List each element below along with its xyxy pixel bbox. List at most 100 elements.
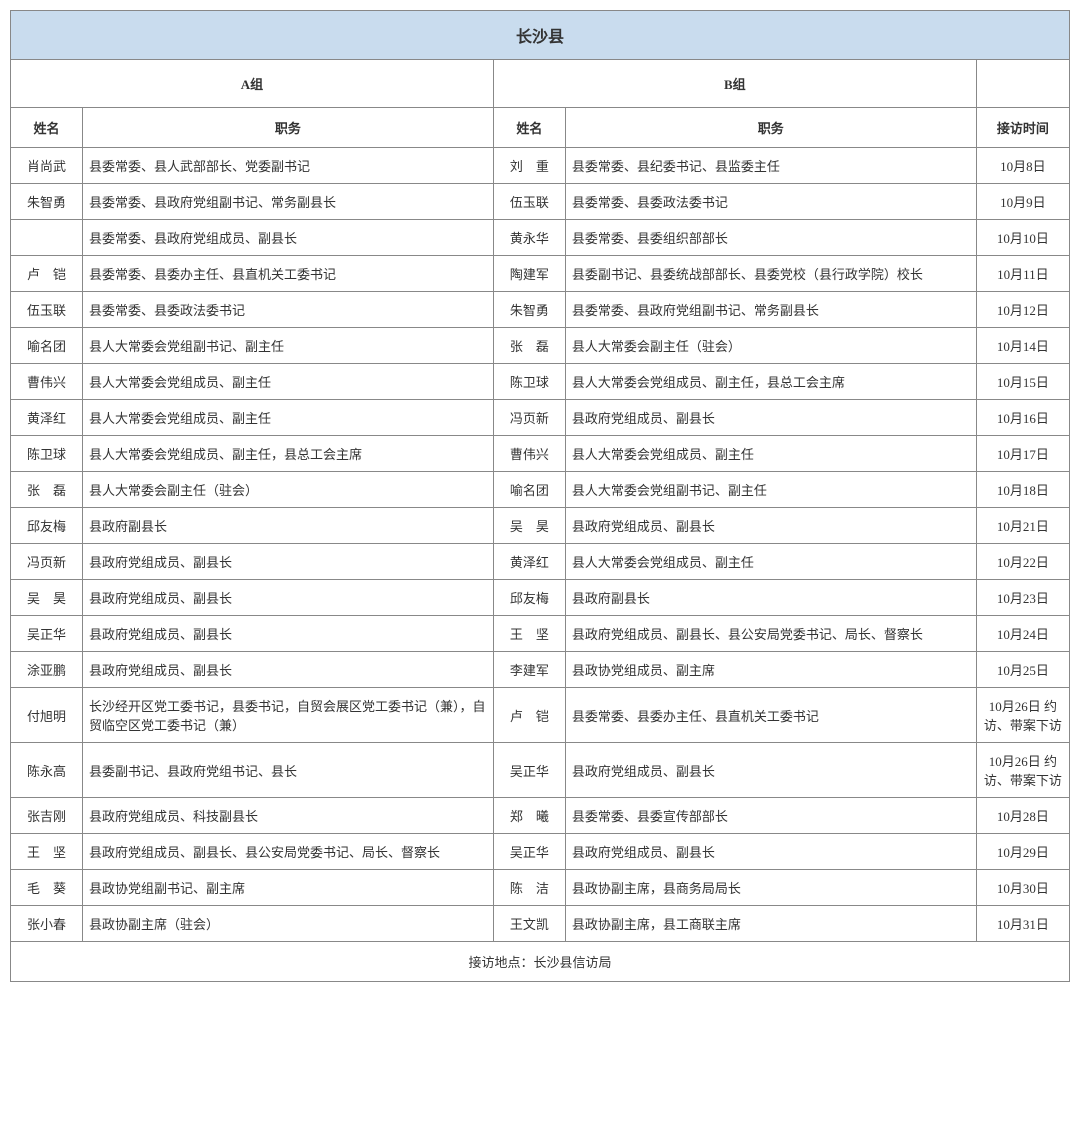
col-position-b: 职务 <box>565 108 976 148</box>
cell-position-a: 县政府党组成员、副县长 <box>83 652 494 688</box>
cell-position-a: 县人大常委会党组成员、副主任 <box>83 364 494 400</box>
footer-text: 接访地点：长沙县信访局 <box>11 942 1070 982</box>
cell-name-b: 伍玉联 <box>493 184 565 220</box>
cell-name-b: 吴 昊 <box>493 508 565 544</box>
cell-position-a: 县政协副主席（驻会） <box>83 906 494 942</box>
cell-position-b: 县政府党组成员、副县长 <box>565 743 976 798</box>
cell-position-b: 县政协副主席，县商务局局长 <box>565 870 976 906</box>
cell-name-a: 卢 铠 <box>11 256 83 292</box>
cell-name-b: 刘 重 <box>493 148 565 184</box>
cell-position-b: 县委副书记、县委统战部部长、县委党校（县行政学院）校长 <box>565 256 976 292</box>
cell-date: 10月31日 <box>976 906 1069 942</box>
cell-name-b: 曹伟兴 <box>493 436 565 472</box>
table-title: 长沙县 <box>11 11 1070 60</box>
cell-position-a: 县政府党组成员、副县长 <box>83 544 494 580</box>
cell-name-b: 李建军 <box>493 652 565 688</box>
cell-name-a <box>11 220 83 256</box>
schedule-table: 长沙县 A组 B组 姓名 职务 姓名 职务 接访时间 肖尚武县委常委、县人武部部… <box>10 10 1070 982</box>
cell-name-a: 陈卫球 <box>11 436 83 472</box>
cell-name-b: 王文凯 <box>493 906 565 942</box>
cell-date: 10月21日 <box>976 508 1069 544</box>
table-row: 张 磊县人大常委会副主任（驻会）喻名团县人大常委会党组副书记、副主任10月18日 <box>11 472 1070 508</box>
cell-date: 10月14日 <box>976 328 1069 364</box>
cell-name-a: 涂亚鹏 <box>11 652 83 688</box>
cell-name-a: 陈永高 <box>11 743 83 798</box>
cell-position-b: 县委常委、县委宣传部部长 <box>565 798 976 834</box>
table-row: 张吉刚县政府党组成员、科技副县长郑 曦县委常委、县委宣传部部长10月28日 <box>11 798 1070 834</box>
cell-date: 10月12日 <box>976 292 1069 328</box>
cell-name-a: 冯页新 <box>11 544 83 580</box>
cell-position-b: 县委常委、县委办主任、县直机关工委书记 <box>565 688 976 743</box>
table-row: 吴正华县政府党组成员、副县长王 坚县政府党组成员、副县长、县公安局党委书记、局长… <box>11 616 1070 652</box>
cell-position-a: 县人大常委会党组副书记、副主任 <box>83 328 494 364</box>
cell-date: 10月15日 <box>976 364 1069 400</box>
table-row: 陈卫球县人大常委会党组成员、副主任，县总工会主席曹伟兴县人大常委会党组成员、副主… <box>11 436 1070 472</box>
cell-date: 10月26日 约访、带案下访 <box>976 743 1069 798</box>
group-header-row: A组 B组 <box>11 60 1070 108</box>
cell-date: 10月26日 约访、带案下访 <box>976 688 1069 743</box>
cell-name-a: 毛 葵 <box>11 870 83 906</box>
cell-name-a: 伍玉联 <box>11 292 83 328</box>
cell-position-b: 县政府副县长 <box>565 580 976 616</box>
col-name-b: 姓名 <box>493 108 565 148</box>
cell-position-b: 县政府党组成员、副县长 <box>565 834 976 870</box>
cell-position-b: 县政协党组成员、副主席 <box>565 652 976 688</box>
cell-name-b: 冯页新 <box>493 400 565 436</box>
cell-position-a: 县人大常委会党组成员、副主任，县总工会主席 <box>83 436 494 472</box>
cell-name-b: 王 坚 <box>493 616 565 652</box>
cell-name-a: 张 磊 <box>11 472 83 508</box>
cell-position-a: 县政府党组成员、副县长 <box>83 616 494 652</box>
cell-date: 10月24日 <box>976 616 1069 652</box>
cell-name-a: 吴 昊 <box>11 580 83 616</box>
cell-position-b: 县政协副主席，县工商联主席 <box>565 906 976 942</box>
cell-date: 10月28日 <box>976 798 1069 834</box>
cell-position-a: 县政协党组副书记、副主席 <box>83 870 494 906</box>
table-row: 县委常委、县政府党组成员、副县长黄永华县委常委、县委组织部部长10月10日 <box>11 220 1070 256</box>
cell-name-a: 朱智勇 <box>11 184 83 220</box>
cell-name-a: 吴正华 <box>11 616 83 652</box>
column-header-row: 姓名 职务 姓名 职务 接访时间 <box>11 108 1070 148</box>
cell-date: 10月8日 <box>976 148 1069 184</box>
cell-name-b: 朱智勇 <box>493 292 565 328</box>
table-row: 毛 葵县政协党组副书记、副主席陈 洁县政协副主席，县商务局局长10月30日 <box>11 870 1070 906</box>
table-row: 曹伟兴县人大常委会党组成员、副主任陈卫球县人大常委会党组成员、副主任，县总工会主… <box>11 364 1070 400</box>
cell-position-a: 县委常委、县人武部部长、党委副书记 <box>83 148 494 184</box>
table-row: 陈永高县委副书记、县政府党组书记、县长吴正华县政府党组成员、副县长10月26日 … <box>11 743 1070 798</box>
cell-position-a: 县委副书记、县政府党组书记、县长 <box>83 743 494 798</box>
cell-date: 10月23日 <box>976 580 1069 616</box>
cell-date: 10月25日 <box>976 652 1069 688</box>
cell-name-b: 黄泽红 <box>493 544 565 580</box>
table-row: 黄泽红县人大常委会党组成员、副主任冯页新县政府党组成员、副县长10月16日 <box>11 400 1070 436</box>
cell-name-a: 张吉刚 <box>11 798 83 834</box>
cell-position-b: 县人大常委会党组副书记、副主任 <box>565 472 976 508</box>
cell-name-b: 吴正华 <box>493 834 565 870</box>
cell-date: 10月16日 <box>976 400 1069 436</box>
table-row: 喻名团县人大常委会党组副书记、副主任张 磊县人大常委会副主任（驻会）10月14日 <box>11 328 1070 364</box>
cell-position-b: 县人大常委会副主任（驻会） <box>565 328 976 364</box>
table-row: 涂亚鹏县政府党组成员、副县长李建军县政协党组成员、副主席10月25日 <box>11 652 1070 688</box>
cell-position-a: 县委常委、县政府党组成员、副县长 <box>83 220 494 256</box>
group-b-header: B组 <box>493 60 976 108</box>
cell-date: 10月29日 <box>976 834 1069 870</box>
table-row: 吴 昊县政府党组成员、副县长邱友梅县政府副县长10月23日 <box>11 580 1070 616</box>
group-a-header: A组 <box>11 60 494 108</box>
cell-position-a: 县委常委、县委办主任、县直机关工委书记 <box>83 256 494 292</box>
cell-name-b: 卢 铠 <box>493 688 565 743</box>
cell-position-a: 县政府副县长 <box>83 508 494 544</box>
cell-name-b: 邱友梅 <box>493 580 565 616</box>
cell-name-a: 黄泽红 <box>11 400 83 436</box>
cell-name-b: 陈卫球 <box>493 364 565 400</box>
col-position-a: 职务 <box>83 108 494 148</box>
cell-position-b: 县人大常委会党组成员、副主任 <box>565 436 976 472</box>
cell-position-a: 县委常委、县政府党组副书记、常务副县长 <box>83 184 494 220</box>
cell-position-b: 县政府党组成员、副县长 <box>565 400 976 436</box>
cell-date: 10月11日 <box>976 256 1069 292</box>
cell-date: 10月18日 <box>976 472 1069 508</box>
cell-position-b: 县委常委、县政府党组副书记、常务副县长 <box>565 292 976 328</box>
cell-date: 10月30日 <box>976 870 1069 906</box>
cell-date: 10月17日 <box>976 436 1069 472</box>
cell-position-a: 县委常委、县委政法委书记 <box>83 292 494 328</box>
table-row: 伍玉联县委常委、县委政法委书记朱智勇县委常委、县政府党组副书记、常务副县长10月… <box>11 292 1070 328</box>
cell-date: 10月22日 <box>976 544 1069 580</box>
cell-name-b: 张 磊 <box>493 328 565 364</box>
